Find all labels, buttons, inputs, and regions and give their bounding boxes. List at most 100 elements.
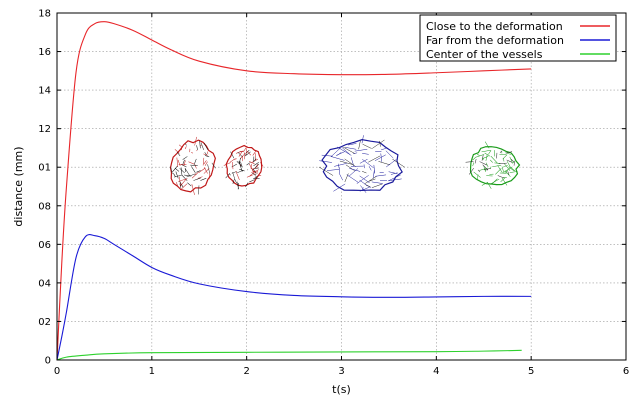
mesh-edge [232, 172, 236, 182]
mesh-edge [200, 178, 207, 181]
mesh-edge [488, 150, 492, 155]
series-line [56, 349, 522, 361]
mesh-edge [487, 182, 492, 189]
mesh-edge [208, 172, 211, 180]
mesh-edge [245, 148, 247, 156]
mesh-edge [256, 169, 260, 172]
mesh-edge [344, 173, 349, 183]
mesh-edge [499, 154, 507, 156]
mesh-edge [203, 142, 209, 150]
mesh-edge [371, 183, 383, 188]
x-tick-label: 4 [433, 366, 439, 377]
mesh-edge [509, 156, 513, 164]
data-point [341, 74, 342, 75]
data-point [199, 61, 200, 62]
mesh-edge [184, 146, 187, 150]
mesh-edge [180, 178, 187, 186]
green-mesh [465, 141, 521, 189]
x-tick-label: 6 [623, 366, 629, 377]
mesh-edge [183, 160, 186, 166]
mesh-edge [182, 156, 188, 160]
mesh-edge [372, 139, 385, 149]
mesh-edge [499, 150, 503, 153]
x-axis: 0 1 2 3 4 5 6 [54, 13, 629, 377]
mesh-edge [346, 174, 359, 183]
mesh-edge [494, 150, 495, 157]
mesh-edge [188, 161, 195, 165]
mesh-edge [387, 174, 401, 182]
data-point [151, 267, 152, 268]
data-point [132, 30, 133, 31]
mesh-edge [341, 147, 352, 156]
mesh-edge [173, 173, 176, 178]
mesh-edge [240, 161, 243, 168]
blue-mesh [318, 135, 405, 193]
series-line [56, 21, 532, 361]
mesh-edge [170, 166, 173, 174]
data-point [341, 351, 342, 352]
mesh-edge [486, 175, 493, 177]
mesh-edge [472, 162, 475, 167]
mesh-edge [392, 158, 405, 168]
data-point [293, 73, 294, 74]
mesh-edge [251, 170, 256, 173]
mesh-edge [232, 162, 234, 170]
data-point [531, 68, 532, 69]
mesh-edge [236, 182, 239, 189]
data-point [85, 34, 86, 35]
mesh-edge [509, 171, 518, 173]
data-point [104, 238, 105, 239]
mesh-edge [232, 180, 234, 185]
mesh-edge [481, 181, 489, 186]
mesh-edge [191, 171, 199, 179]
mesh-edge [199, 140, 201, 149]
mesh-edge [196, 145, 198, 151]
mesh-edge [172, 165, 178, 173]
mesh-edge [473, 171, 481, 178]
y-tick-label: 14 [38, 86, 51, 97]
mesh-edge [174, 149, 180, 154]
mesh-edge [479, 167, 488, 171]
y-tick-label: 06 [38, 240, 51, 251]
mesh-edge [338, 167, 340, 174]
data-point [246, 352, 247, 353]
mesh-edge [344, 158, 357, 167]
mesh-edge [468, 167, 474, 175]
mesh-edge [246, 162, 251, 166]
mesh-edge [504, 163, 511, 171]
mesh-edge [344, 147, 357, 150]
mesh-edge [190, 164, 198, 166]
y-axis: 0 02 04 06 08 01 12 14 16 18 [38, 9, 626, 367]
mesh-edge [245, 182, 249, 188]
mesh-edge [368, 155, 381, 163]
mesh-edge [200, 142, 204, 150]
mesh-edge [177, 159, 181, 167]
data-point [61, 263, 62, 264]
y-tick-label: 12 [38, 124, 51, 135]
y-tick-label: 02 [38, 317, 51, 328]
data-point [113, 23, 114, 24]
mesh-edge [348, 143, 357, 146]
mesh-edge [339, 160, 354, 165]
mesh-edge [203, 168, 210, 174]
mesh-edge [490, 159, 493, 163]
mesh-edge [251, 158, 259, 163]
mesh-edge [207, 164, 211, 175]
mesh-edge [474, 159, 477, 164]
mesh-edge [198, 185, 200, 195]
data-point [483, 296, 484, 297]
data-point [483, 351, 484, 352]
mesh-edge [257, 175, 262, 177]
y-tick-label: 0 [45, 356, 51, 367]
mesh-edge [246, 174, 253, 178]
mesh-insets [169, 135, 521, 195]
data-point [113, 244, 114, 245]
mesh-edge [178, 164, 187, 165]
mesh-edge [364, 175, 377, 185]
mesh-edge [196, 170, 201, 173]
series-line [56, 234, 532, 361]
mesh-edge [345, 164, 355, 171]
mesh-edge [204, 152, 208, 156]
legend-label: Far from the deformation [426, 34, 564, 47]
data-point [151, 39, 152, 40]
